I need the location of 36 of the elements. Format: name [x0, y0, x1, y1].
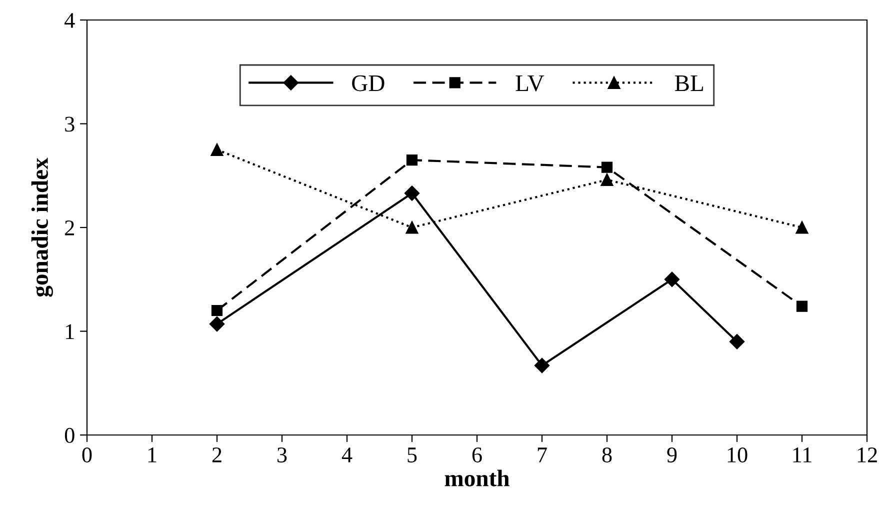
x-axis-title: month: [444, 470, 510, 486]
x-tick-label: 5: [408, 448, 417, 462]
x-tick-label: 6: [472, 448, 482, 462]
x-tick-label: 3: [278, 448, 287, 462]
x-tick-label: 0: [82, 447, 92, 462]
legend-label: BL: [674, 76, 704, 92]
y-tick-label: 4: [64, 13, 75, 28]
y-tick-label: 0: [64, 428, 74, 443]
point: [600, 174, 614, 186]
y-axis-title: gonadic index: [31, 158, 53, 297]
point: [534, 358, 550, 374]
x-tick-label: 11: [793, 448, 812, 462]
point: [406, 154, 418, 166]
y-tick-label: 1: [66, 324, 74, 339]
legend-label: GD: [352, 75, 384, 92]
point: [406, 221, 418, 234]
x-tick-label: 2: [212, 448, 222, 462]
x-tick-label: 10: [728, 447, 748, 462]
y-tick-label: 3: [65, 116, 74, 132]
x-tick-label: 7: [538, 448, 547, 462]
point: [796, 300, 808, 312]
point: [601, 162, 613, 173]
point: [209, 316, 225, 332]
y-tick-label: 2: [65, 220, 74, 236]
point: [210, 143, 224, 156]
x-tick-label: 1: [148, 448, 156, 462]
x-tick-label: 12: [858, 448, 877, 462]
x-tick-label: 9: [667, 448, 677, 462]
point: [729, 334, 745, 350]
point: [404, 186, 420, 201]
point: [211, 304, 223, 316]
point: [796, 221, 808, 234]
legend-label: LV: [516, 76, 544, 92]
x-tick-label: 8: [602, 447, 612, 462]
point: [664, 272, 680, 287]
x-tick-label: 4: [342, 448, 352, 462]
